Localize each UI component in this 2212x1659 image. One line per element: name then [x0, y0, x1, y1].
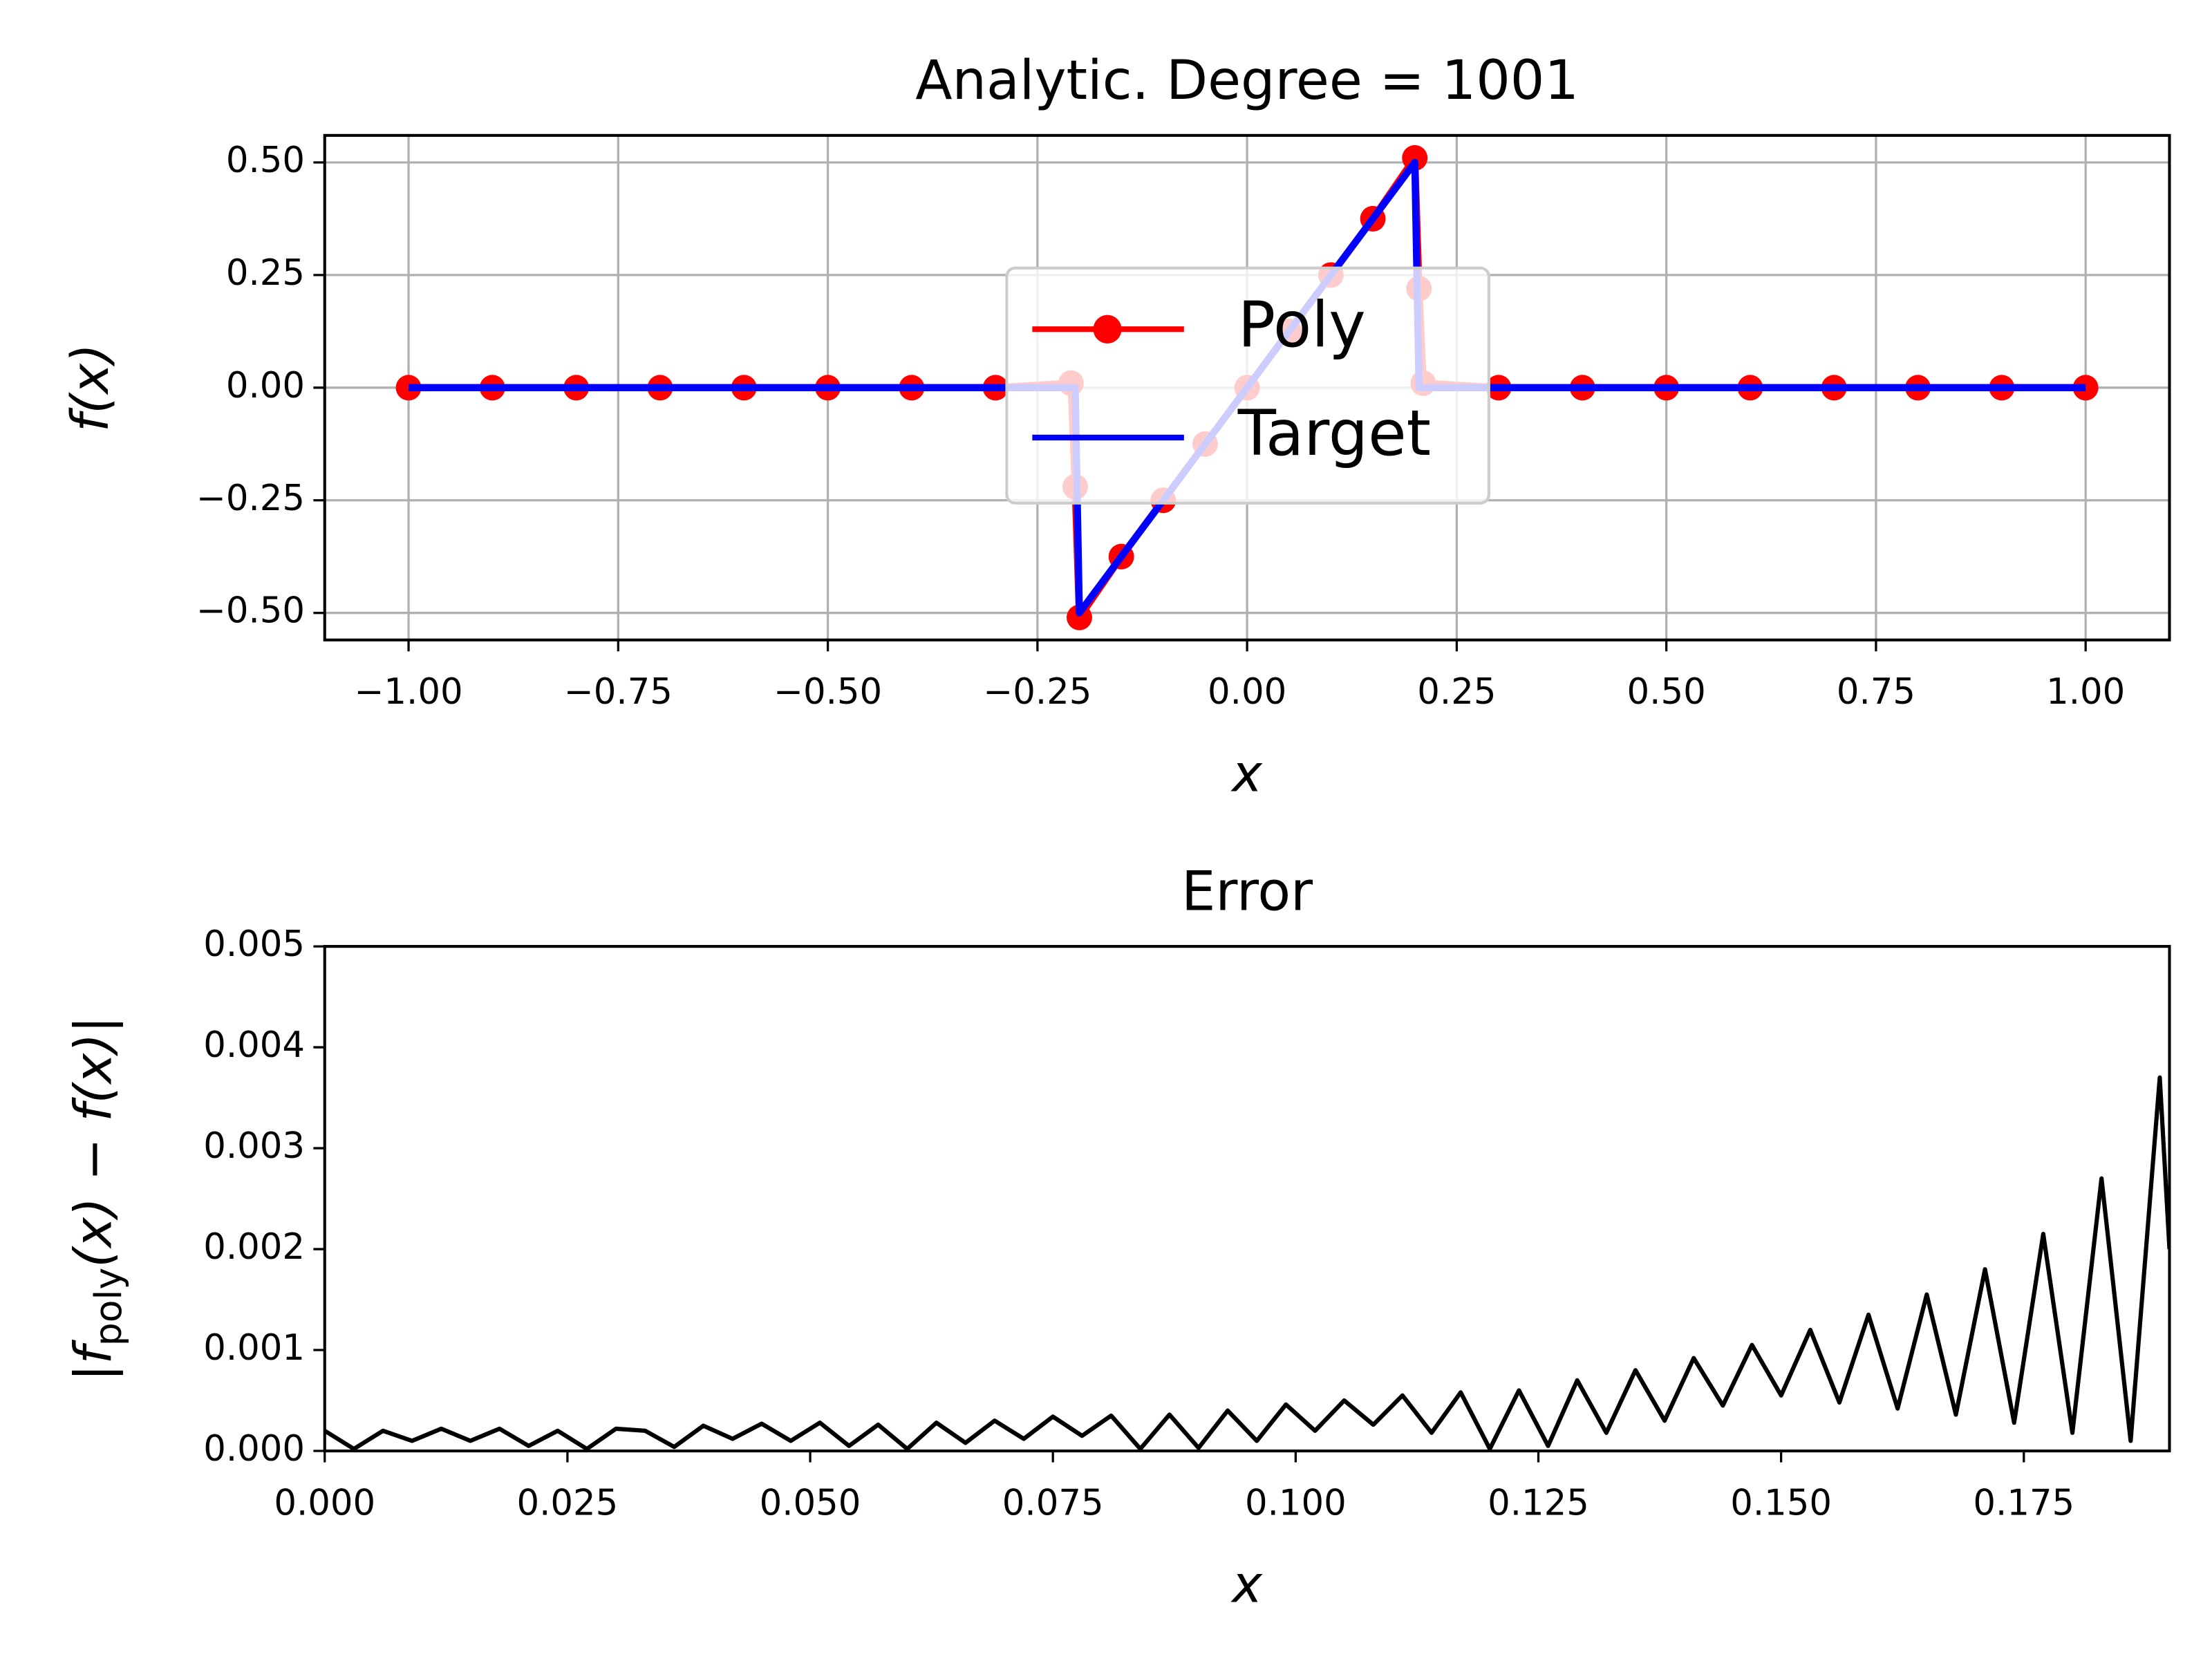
figure-content: −1.00 −0.75 −0.50 −0.25 0.00 0.25 0.50 0.75 1.00… [61, 49, 2171, 1615]
y-axis-label: f(x) [61, 344, 120, 432]
chart-title: Analytic. Degree = 1001 [915, 49, 1579, 112]
y-axis-label-part: (x) − f(x)| [64, 1016, 123, 1268]
y-tick-label: −0.50 [196, 590, 305, 632]
y-tick-label: 0.005 [203, 924, 305, 965]
y-tick-label: 0.002 [203, 1226, 305, 1268]
x-tick-label: 0.25 [1417, 671, 1496, 713]
x-tick-label: 0.50 [1627, 671, 1706, 713]
y-tick-label: 0.003 [203, 1125, 305, 1167]
x-tick-label: 0.00 [1208, 671, 1286, 713]
y-tick-label: 0.50 [226, 140, 305, 181]
y-tick-label: 0.25 [226, 252, 305, 294]
legend-marker [1093, 315, 1122, 344]
x-axis-label: x [1230, 744, 1263, 803]
legend-label: Poly [1238, 289, 1366, 362]
chart-title: Error [1181, 860, 1313, 923]
x-tick-label: 0.175 [1973, 1482, 2074, 1524]
x-tick-label: −0.75 [564, 671, 673, 713]
x-tick-label: −0.25 [983, 671, 1091, 713]
x-axis-label: x [1230, 1555, 1263, 1614]
x-tick-label: 0.150 [1730, 1482, 1832, 1524]
x-tick-label: 0.75 [1837, 671, 1915, 713]
x-tick-label: 1.00 [2046, 671, 2125, 713]
subplot: 0.000 0.025 0.050 0.075 0.100 0.125 0.150 0.175… [64, 860, 2171, 1615]
axes-frame [323, 945, 2171, 1453]
marker [1402, 144, 1428, 171]
y-tick-label: 0.000 [203, 1428, 305, 1470]
y-axis-label-part: poly [86, 1268, 130, 1346]
y-axis-label-part: |f [64, 1339, 123, 1381]
legend-label: Target [1237, 397, 1431, 470]
y-tick-label: 0.004 [203, 1024, 305, 1066]
x-tick-label: 0.000 [274, 1482, 375, 1524]
x-tick-label: 0.075 [1002, 1482, 1104, 1524]
y-tick-label: 0.001 [203, 1327, 305, 1369]
y-tick-label: 0.00 [226, 365, 305, 406]
x-tick-label: −0.50 [774, 671, 882, 713]
marker [1067, 604, 1092, 630]
x-tick-label: 0.025 [517, 1482, 619, 1524]
series-line [324, 1075, 2170, 1452]
x-tick-label: −1.00 [354, 671, 462, 713]
y-tick-label: −0.25 [196, 478, 305, 519]
y-axis-label: |fpoly(x) − f(x)| [64, 1016, 129, 1382]
x-tick-label: 0.125 [1488, 1482, 1589, 1524]
x-tick-label: 0.050 [760, 1482, 861, 1524]
marker [395, 375, 422, 401]
x-tick-label: 0.100 [1245, 1482, 1347, 1524]
marker [2072, 375, 2099, 401]
subplot: −1.00 −0.75 −0.50 −0.25 0.00 0.25 0.50 0.75 1.00… [61, 49, 2171, 803]
